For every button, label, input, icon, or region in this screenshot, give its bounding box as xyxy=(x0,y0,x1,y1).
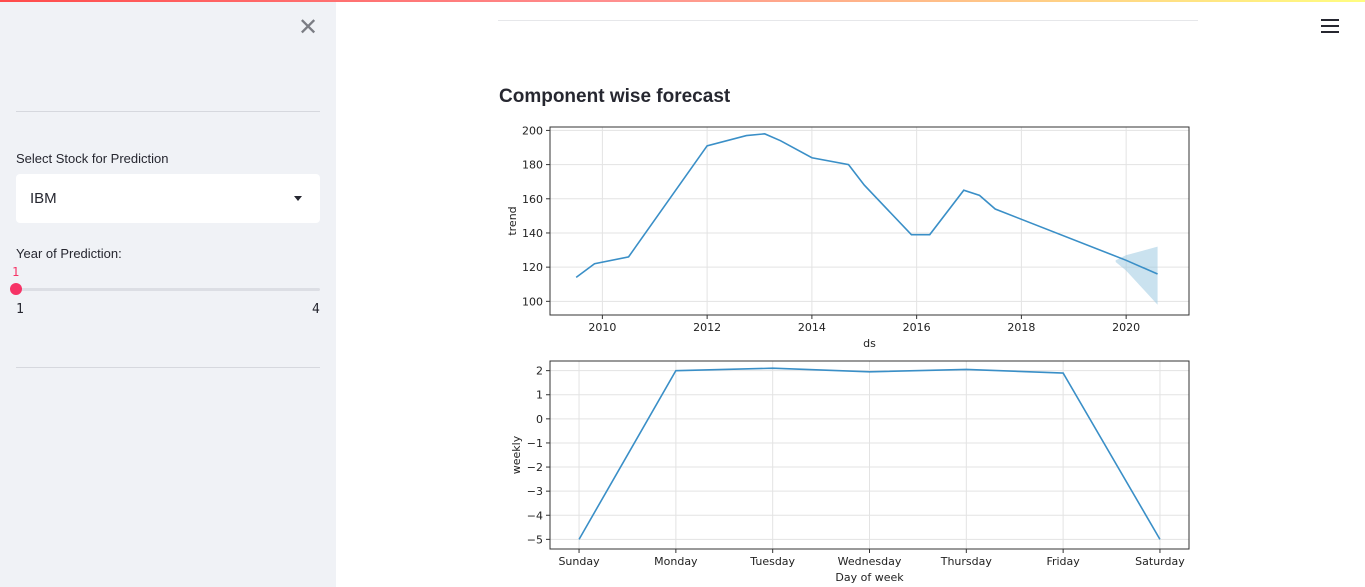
plot-frame xyxy=(549,360,1190,550)
page-title: Component wise forecast xyxy=(499,86,731,107)
trend-line xyxy=(575,133,1158,279)
x-tick-label: Thursday xyxy=(940,555,993,568)
close-icon[interactable]: ✕ xyxy=(297,14,319,41)
y-tick-label: 200 xyxy=(522,124,543,137)
y-tick-label: 1 xyxy=(536,389,543,402)
x-tick-label: Monday xyxy=(654,555,698,568)
y-tick-label: 2 xyxy=(536,365,543,378)
hamburger-menu-icon[interactable] xyxy=(1321,19,1339,35)
stock-select[interactable]: IBM xyxy=(16,174,320,223)
x-tick-label: Friday xyxy=(1046,555,1080,568)
y-tick-label: −2 xyxy=(527,461,543,474)
x-tick-label: Sunday xyxy=(558,555,600,568)
year-slider-track[interactable] xyxy=(16,288,320,291)
chevron-down-icon xyxy=(294,196,302,201)
sidebar: ✕ Select Stock for Prediction IBM Year o… xyxy=(0,2,336,587)
year-slider-thumb[interactable] xyxy=(10,283,22,295)
x-tick-label: Saturday xyxy=(1135,555,1185,568)
y-tick-label: −1 xyxy=(527,437,543,450)
y-tick-label: 120 xyxy=(522,261,543,274)
x-tick-label: Tuesday xyxy=(749,555,795,568)
year-slider-label: Year of Prediction: xyxy=(16,246,122,261)
y-axis-label: weekly xyxy=(510,435,523,474)
stock-select-label: Select Stock for Prediction xyxy=(16,151,169,166)
y-tick-label: −4 xyxy=(527,509,543,522)
weekly-chart: Sunday Monday Tuesday Wednesday Thursday Frid… xyxy=(510,360,1190,584)
y-tick-label: 0 xyxy=(536,413,543,426)
top-decoration-bar xyxy=(0,0,1365,2)
y-tick-label: 100 xyxy=(522,295,543,308)
x-axis-label: ds xyxy=(863,337,876,350)
y-tick-label: 140 xyxy=(522,227,543,240)
year-slider-value: 1 xyxy=(12,265,20,279)
x-tick-label: 2016 xyxy=(903,321,931,334)
plot-frame xyxy=(549,126,1190,316)
trend-chart: 2010 2012 2014 2016 2018 2020 100 120 140 160 180 2… xyxy=(506,124,1190,350)
y-tick-label: −5 xyxy=(527,533,543,546)
y-tick-label: 180 xyxy=(522,159,543,172)
main-divider xyxy=(498,20,1198,21)
x-tick-label: 2020 xyxy=(1112,321,1140,334)
x-tick-label: Wednesday xyxy=(838,555,902,568)
year-slider-max: 4 xyxy=(312,302,320,317)
x-axis-label: Day of week xyxy=(835,571,904,584)
x-tick-label: 2010 xyxy=(588,321,616,334)
uncertainty-band xyxy=(1115,246,1158,305)
stock-select-value: IBM xyxy=(30,190,57,207)
y-axis-label: trend xyxy=(506,206,519,235)
x-tick-label: 2018 xyxy=(1007,321,1035,334)
sidebar-divider xyxy=(16,367,320,368)
y-tick-label: −3 xyxy=(527,485,543,498)
year-slider-min: 1 xyxy=(16,302,24,317)
y-tick-label: 160 xyxy=(522,193,543,206)
x-tick-label: 2014 xyxy=(798,321,826,334)
sidebar-divider xyxy=(16,111,320,112)
weekly-line xyxy=(578,367,1161,540)
x-tick-label: 2012 xyxy=(693,321,721,334)
